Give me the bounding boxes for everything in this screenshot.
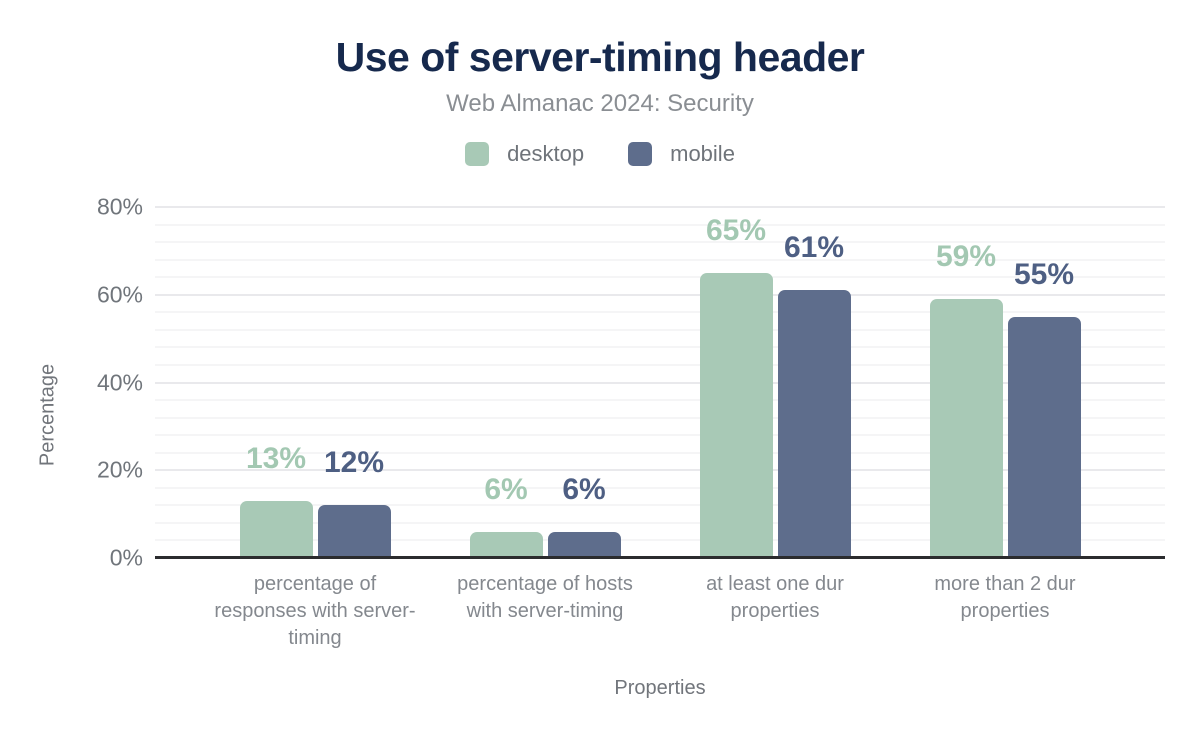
y-axis-ticks: 0% 20% 40% 60% 80% (0, 194, 143, 571)
minor-gridline (155, 223, 1165, 226)
bar-value-label-desktop: 65% (705, 213, 767, 247)
bar-value-label-desktop: 6% (484, 472, 528, 506)
x-axis-labels: percentage of responses with server-timi… (155, 571, 1165, 652)
legend: desktop mobile (0, 141, 1200, 167)
bar-mobile (547, 531, 621, 558)
bar-column-mobile: 6% (547, 207, 621, 558)
minor-gridline (155, 276, 1165, 279)
y-tick-label: 60% (96, 281, 143, 308)
minor-gridline (155, 311, 1165, 314)
bar-mobile (317, 505, 391, 558)
legend-item-desktop: desktop (465, 141, 584, 167)
x-category-label: percentage of hosts with server-timing (457, 573, 633, 622)
legend-item-mobile: mobile (628, 141, 735, 167)
mobile-swatch-icon (628, 142, 653, 166)
chart-title: Use of server-timing header (335, 34, 865, 80)
bar-column-desktop: 13% (239, 207, 313, 558)
bar-group: 13% 12% (200, 207, 430, 558)
x-category-label: percentage of responses with server-timi… (214, 573, 416, 649)
legend-label-mobile: mobile (670, 141, 735, 166)
plot-area: 13% 12% 6% 6% 65% 61% 59% 55% (155, 206, 1165, 559)
bar-desktop (469, 531, 543, 558)
minor-gridline (155, 399, 1165, 402)
y-tick-label: 0% (109, 544, 143, 571)
bar-value-label-mobile: 12% (323, 446, 385, 480)
bar-column-desktop: 59% (929, 207, 1003, 558)
minor-gridline (155, 328, 1165, 331)
legend-label-desktop: desktop (507, 141, 585, 166)
minor-gridline (155, 346, 1165, 349)
bar-desktop (239, 500, 313, 558)
x-category-label: more than 2 dur properties (934, 573, 1076, 622)
bar-desktop (699, 272, 773, 558)
x-label-cell: at least one dur properties (660, 571, 890, 652)
minor-gridline (155, 504, 1165, 507)
bar-group: 59% 55% (890, 207, 1120, 558)
x-label-cell: percentage of hosts with server-timing (430, 571, 660, 652)
bar-group: 65% 61% (660, 207, 890, 558)
bar-mobile (777, 290, 851, 558)
bar-group: 6% 6% (430, 207, 660, 558)
bar-column-mobile: 55% (1007, 207, 1081, 558)
bar-column-desktop: 6% (469, 207, 543, 558)
x-label-cell: more than 2 dur properties (890, 571, 1120, 652)
major-gridline (155, 293, 1165, 296)
minor-gridline (155, 363, 1165, 366)
bar-value-label-mobile: 61% (783, 231, 845, 265)
minor-gridline (155, 486, 1165, 489)
bar-desktop (929, 299, 1003, 558)
minor-gridline (155, 416, 1165, 419)
x-label-cell: percentage of responses with server-timi… (200, 571, 430, 652)
x-axis-line (155, 556, 1165, 559)
minor-gridline (155, 258, 1165, 261)
bar-column-desktop: 65% (699, 207, 773, 558)
desktop-swatch-icon (465, 142, 490, 166)
major-gridline (155, 381, 1165, 384)
minor-gridline (155, 539, 1165, 542)
y-tick-label: 80% (96, 193, 143, 220)
bar-value-label-mobile: 6% (562, 472, 606, 506)
bar-value-label-desktop: 13% (245, 441, 307, 475)
y-tick-label: 20% (96, 456, 143, 483)
bar-column-mobile: 12% (317, 207, 391, 558)
x-category-label: at least one dur properties (706, 573, 844, 622)
bar-column-mobile: 61% (777, 207, 851, 558)
minor-gridline (155, 434, 1165, 437)
bar-value-label-desktop: 59% (935, 240, 997, 274)
y-tick-label: 40% (96, 369, 143, 395)
bars-row: 13% 12% 6% 6% 65% 61% 59% 55% (155, 207, 1165, 558)
minor-gridline (155, 241, 1165, 244)
minor-gridline (155, 451, 1165, 454)
bar-mobile (1007, 316, 1081, 558)
chart-subtitle: Web Almanac 2024: Security (446, 90, 754, 117)
x-axis-title: Properties (614, 677, 706, 699)
major-gridline (155, 206, 1165, 208)
major-gridline (155, 469, 1165, 472)
bar-value-label-mobile: 55% (1013, 257, 1075, 291)
minor-gridline (155, 521, 1165, 524)
